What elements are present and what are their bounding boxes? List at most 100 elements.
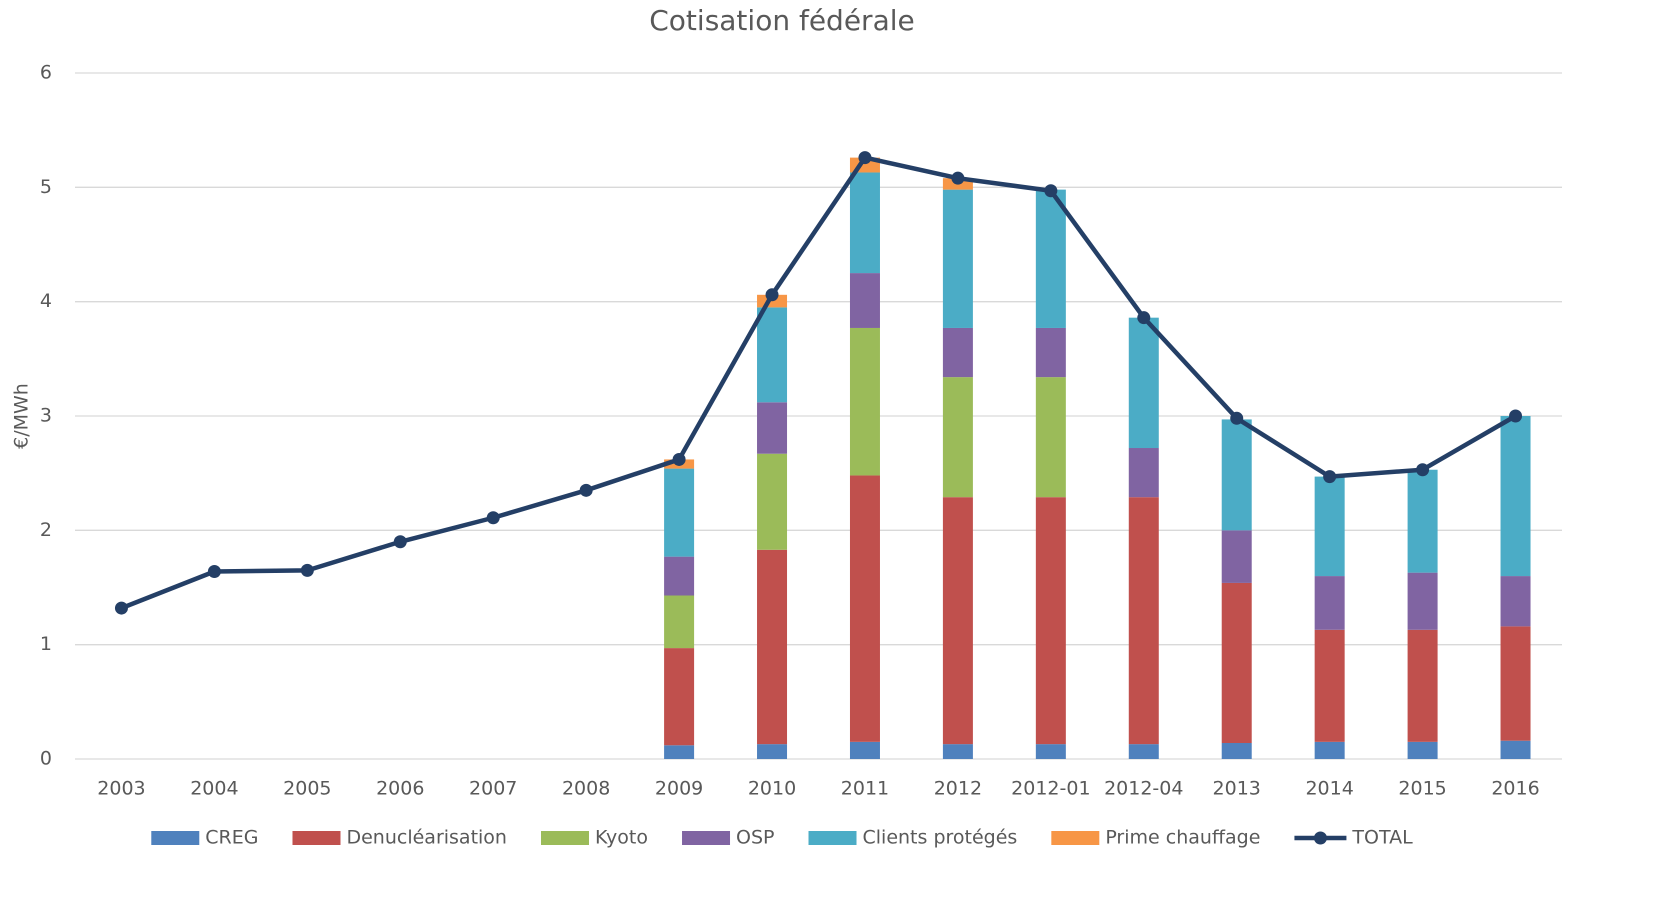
bar-segment: [1035, 497, 1066, 745]
bar-segment: [1221, 419, 1252, 531]
chart-title: Cotisation fédérale: [649, 4, 914, 37]
x-tick-label: 2012-01: [1011, 778, 1090, 800]
y-tick-label: 4: [40, 290, 52, 312]
bar-segment: [942, 189, 973, 328]
bar-segment: [849, 172, 880, 274]
y-tick-label: 0: [40, 748, 52, 770]
bar-segment: [1221, 742, 1252, 759]
legend-swatch: [292, 831, 341, 845]
bar-segment: [1500, 576, 1531, 627]
legend-swatch: [540, 831, 589, 845]
bar-segment: [1128, 448, 1159, 498]
total-marker: [765, 288, 779, 302]
legend-label: OSP: [736, 827, 774, 849]
x-tick-label: 2010: [748, 778, 796, 800]
legend-swatch: [808, 831, 857, 845]
y-tick-label: 1: [40, 633, 52, 655]
bar-segment: [1500, 740, 1531, 759]
legend-swatch: [1313, 831, 1327, 845]
x-tick-label: 2013: [1213, 778, 1261, 800]
bar-segment: [1407, 629, 1438, 742]
total-marker: [393, 535, 407, 549]
bar-segment: [942, 377, 973, 498]
y-tick-label: 2: [40, 519, 52, 541]
bar-segment: [757, 402, 788, 454]
x-tick-label: 2015: [1398, 778, 1446, 800]
bar-segment: [1500, 626, 1531, 741]
legend-label: Clients protégés: [863, 827, 1018, 849]
total-marker: [1323, 470, 1337, 484]
bar-segment: [664, 648, 695, 746]
bar-segment: [942, 744, 973, 759]
total-marker: [207, 564, 221, 578]
x-tick-label: 2008: [562, 778, 610, 800]
x-tick-label: 2012: [934, 778, 982, 800]
total-marker: [672, 452, 686, 466]
bar-segment: [1035, 189, 1066, 328]
bar-segment: [1314, 476, 1345, 577]
bar-segment: [757, 307, 788, 403]
y-axis-label: €/MWh: [11, 383, 33, 449]
bar-segment: [1407, 741, 1438, 759]
bar-segment: [664, 745, 695, 759]
x-tick-label: 2007: [469, 778, 517, 800]
legend-swatch: [1051, 831, 1100, 845]
legend-label: Prime chauffage: [1105, 827, 1260, 849]
x-tick-label: 2012-04: [1104, 778, 1183, 800]
total-line: [120, 155, 1517, 611]
total-marker: [1230, 411, 1244, 425]
total-marker: [114, 601, 128, 615]
bar-segment: [1128, 317, 1159, 449]
bar-segment: [1500, 416, 1531, 577]
bar-segment: [1314, 576, 1345, 630]
bar-segment: [757, 453, 788, 550]
legend-label: TOTAL: [1351, 827, 1413, 849]
total-marker: [858, 151, 872, 165]
bar-segment: [849, 327, 880, 476]
x-tick-label: 2006: [376, 778, 424, 800]
legend-label: CREG: [205, 827, 258, 849]
total-marker: [1044, 184, 1058, 198]
bar-segment: [664, 468, 695, 557]
y-tick-label: 6: [40, 62, 52, 84]
bar-segment: [849, 741, 880, 759]
legend-swatch: [151, 831, 200, 845]
legend-swatch: [682, 831, 731, 845]
bar-segment: [1314, 741, 1345, 759]
bar-segment: [1221, 530, 1252, 583]
bar-segment: [1035, 327, 1066, 378]
x-tick-label: 2016: [1491, 778, 1539, 800]
y-tick-label: 3: [40, 405, 52, 427]
bar-segment: [1035, 744, 1066, 759]
total-marker: [486, 511, 500, 525]
bar-segment: [757, 549, 788, 745]
bar-segment: [664, 556, 695, 596]
bar-segment: [1221, 582, 1252, 743]
x-tick-label: 2005: [283, 778, 331, 800]
total-marker: [579, 483, 593, 497]
x-tick-label: 2014: [1305, 778, 1353, 800]
total-marker: [1137, 311, 1151, 325]
x-tick-label: 2004: [190, 778, 238, 800]
total-marker: [300, 563, 314, 577]
bar-segment: [1314, 629, 1345, 742]
bar-segment: [849, 475, 880, 742]
total-marker: [1509, 409, 1523, 423]
bar-segment: [1128, 497, 1159, 745]
legend-label: Denucléarisation: [346, 827, 507, 849]
total-marker: [1416, 463, 1430, 477]
bar-segment: [1407, 572, 1438, 630]
x-tick-label: 2003: [97, 778, 145, 800]
legend-label: Kyoto: [595, 827, 648, 849]
bar-segment: [942, 497, 973, 745]
bar-segment: [942, 327, 973, 378]
bar-segment: [849, 273, 880, 328]
x-tick-label: 2011: [841, 778, 889, 800]
x-tick-label: 2009: [655, 778, 703, 800]
bar-segment: [664, 595, 695, 649]
total-marker: [951, 171, 965, 185]
bar-segment: [1035, 377, 1066, 498]
bar-segment: [757, 744, 788, 759]
y-tick-label: 5: [40, 176, 52, 198]
